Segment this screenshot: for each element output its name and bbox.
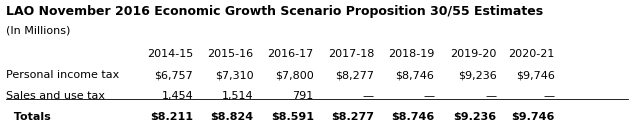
Text: 791: 791 <box>292 91 314 101</box>
Text: —: — <box>543 91 555 101</box>
Text: 2018-19: 2018-19 <box>388 49 434 59</box>
Text: LAO November 2016 Economic Growth Scenario Proposition 30/55 Estimates: LAO November 2016 Economic Growth Scenar… <box>6 5 543 18</box>
Text: $8,277: $8,277 <box>335 70 374 80</box>
Text: $9,236: $9,236 <box>458 70 496 80</box>
Text: 2015-16: 2015-16 <box>207 49 254 59</box>
Text: Totals: Totals <box>6 112 51 120</box>
Text: $6,757: $6,757 <box>155 70 193 80</box>
Text: —: — <box>363 91 374 101</box>
Text: $8,746: $8,746 <box>396 70 434 80</box>
Text: $7,800: $7,800 <box>275 70 314 80</box>
Text: $8,211: $8,211 <box>150 112 193 120</box>
Text: Personal income tax: Personal income tax <box>6 70 120 80</box>
Text: $9,236: $9,236 <box>453 112 496 120</box>
Text: Sales and use tax: Sales and use tax <box>6 91 105 101</box>
Text: 2014-15: 2014-15 <box>147 49 193 59</box>
Text: 2019-20: 2019-20 <box>450 49 496 59</box>
Text: $9,746: $9,746 <box>516 70 555 80</box>
Text: $8,824: $8,824 <box>210 112 254 120</box>
Text: $8,591: $8,591 <box>271 112 314 120</box>
Text: —: — <box>423 91 434 101</box>
Text: (In Millions): (In Millions) <box>6 26 71 36</box>
Text: 2020-21: 2020-21 <box>508 49 555 59</box>
Text: $9,746: $9,746 <box>512 112 555 120</box>
Text: $7,310: $7,310 <box>215 70 254 80</box>
Text: 2016-17: 2016-17 <box>268 49 314 59</box>
Text: 1,514: 1,514 <box>222 91 254 101</box>
Text: $8,746: $8,746 <box>391 112 434 120</box>
Text: —: — <box>485 91 496 101</box>
Text: $8,277: $8,277 <box>331 112 374 120</box>
Text: 1,454: 1,454 <box>162 91 193 101</box>
Text: 2017-18: 2017-18 <box>328 49 374 59</box>
